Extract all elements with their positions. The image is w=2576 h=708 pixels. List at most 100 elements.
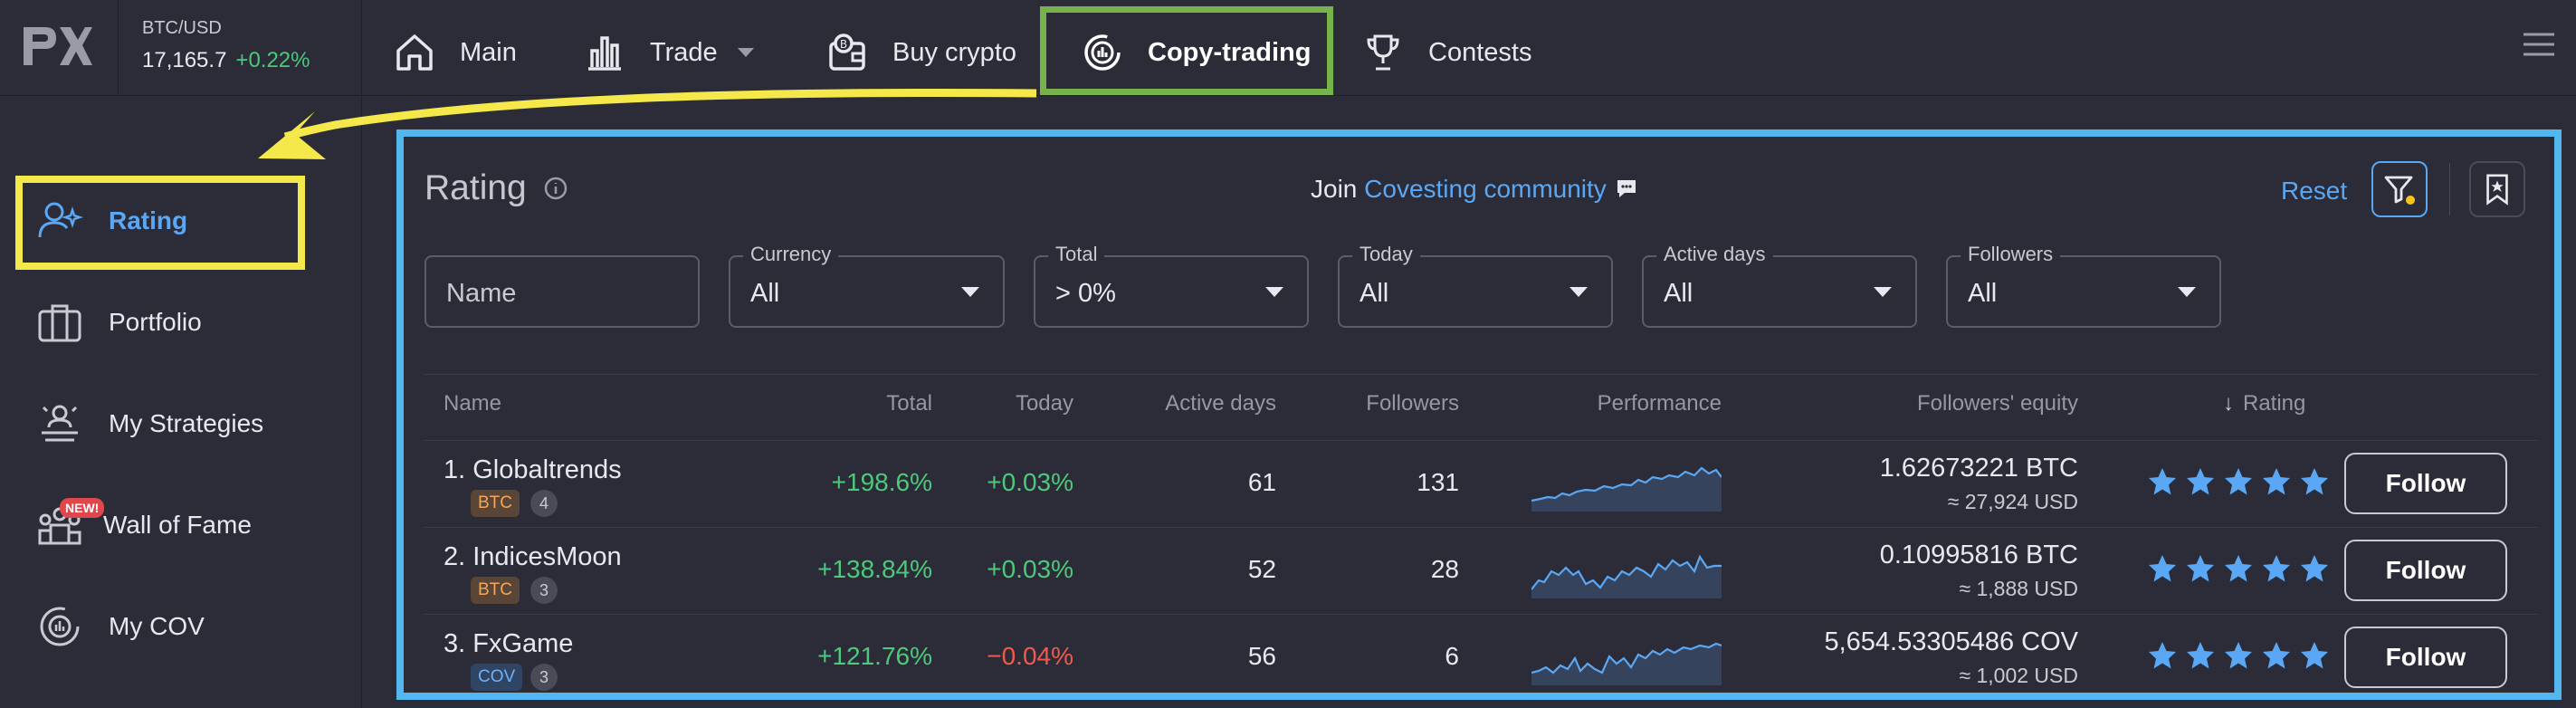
followers-label: Followers bbox=[1961, 243, 2061, 266]
column-header-total[interactable]: Total bbox=[886, 391, 932, 416]
nav-trade[interactable]: Trade bbox=[583, 9, 754, 96]
total-value: > 0% bbox=[1055, 279, 1116, 308]
strategy-name[interactable]: 3. FxGame bbox=[444, 629, 574, 658]
follow-button[interactable]: Follow bbox=[2344, 453, 2507, 514]
sidebar-item-label: Portfolio bbox=[109, 308, 202, 336]
strategy-name[interactable]: 2. IndicesMoon bbox=[444, 542, 622, 571]
today-select[interactable]: Today All bbox=[1338, 243, 1613, 328]
nav-trade-label: Trade bbox=[650, 37, 718, 67]
nav-buy-crypto[interactable]: B Buy crypto bbox=[825, 9, 1016, 96]
active-days-select[interactable]: Active days All bbox=[1642, 243, 1917, 328]
star-icon bbox=[2301, 642, 2328, 669]
column-header-followers[interactable]: Followers bbox=[1366, 391, 1459, 416]
info-icon[interactable] bbox=[543, 176, 568, 201]
star-icon bbox=[2263, 642, 2290, 669]
performance-sparkline bbox=[1531, 642, 1722, 685]
active-days-value: 61 bbox=[1247, 468, 1276, 496]
rating-stars bbox=[2147, 466, 2330, 497]
nav-contests[interactable]: Contests bbox=[1361, 9, 1531, 96]
currency-badge: BTC bbox=[471, 490, 520, 517]
followers-select[interactable]: Followers All bbox=[1946, 243, 2221, 328]
home-icon bbox=[396, 34, 433, 71]
table-row[interactable]: 3. FxGame COV 3 +121.76% −0.04% 56 6 5,654.5330… bbox=[424, 614, 2538, 701]
followers-value: 131 bbox=[1417, 468, 1459, 496]
bookmarks-button[interactable] bbox=[2469, 161, 2525, 217]
covesting-community-link[interactable]: Covesting community bbox=[1364, 175, 1607, 203]
active-days-value: All bbox=[1664, 279, 1693, 308]
currency-value: All bbox=[750, 279, 780, 308]
star-icon bbox=[2187, 642, 2214, 669]
today-value: +0.03% bbox=[987, 468, 1073, 496]
bar-chart-icon bbox=[588, 36, 621, 71]
nav-main[interactable]: Main bbox=[393, 9, 517, 96]
star-icon bbox=[2301, 468, 2328, 495]
column-header-rating-label: Rating bbox=[2243, 391, 2306, 416]
page-title: Rating bbox=[425, 168, 527, 207]
star-icon bbox=[2187, 555, 2214, 582]
name-input[interactable]: Name bbox=[425, 255, 700, 328]
currency-badge: COV bbox=[471, 664, 523, 691]
table-divider bbox=[424, 374, 2538, 375]
wallet-coin-icon: B bbox=[829, 33, 865, 71]
reset-button[interactable]: Reset bbox=[2281, 177, 2348, 205]
star-icon bbox=[2187, 468, 2214, 495]
nav-contests-label: Contests bbox=[1428, 37, 1532, 67]
total-label: Total bbox=[1048, 243, 1105, 266]
followers-value: All bbox=[1968, 279, 1998, 308]
btc-ticker[interactable]: BTC/USD 17,165.7 +0.22% bbox=[118, 0, 362, 96]
menu-icon[interactable] bbox=[2522, 31, 2556, 58]
currency-select[interactable]: Currency All bbox=[729, 243, 1005, 328]
sidebar-item-my-strategies[interactable]: My Strategies bbox=[36, 387, 263, 460]
chevron-down-icon bbox=[1569, 287, 1588, 297]
nav-copy-label: Copy-trading bbox=[1148, 37, 1312, 67]
today-label: Today bbox=[1352, 243, 1420, 266]
join-prefix: Join bbox=[1311, 175, 1358, 203]
active-days-value: 52 bbox=[1247, 555, 1276, 583]
sidebar-item-my-cov[interactable]: My COV bbox=[36, 590, 205, 663]
column-header-active-days[interactable]: Active days bbox=[1165, 391, 1276, 416]
ticker-change: +0.22% bbox=[235, 48, 310, 72]
star-icon bbox=[2263, 555, 2290, 582]
star-icon bbox=[2301, 555, 2328, 582]
table-row[interactable]: 1. Globaltrends BTC 4 +198.6% +0.03% 61 131 1.6… bbox=[424, 440, 2538, 527]
sidebar-item-portfolio[interactable]: Portfolio bbox=[36, 286, 202, 359]
table-row[interactable]: 2. IndicesMoon BTC 3 +138.84% +0.03% 52 28 0.10… bbox=[424, 527, 2538, 614]
currency-badge: BTC bbox=[471, 577, 520, 604]
ticker-price: 17,165.7 bbox=[142, 48, 227, 72]
nav-main-label: Main bbox=[460, 37, 517, 67]
follow-button[interactable]: Follow bbox=[2344, 540, 2507, 601]
follow-button[interactable]: Follow bbox=[2344, 627, 2507, 688]
total-value: +198.6% bbox=[831, 468, 932, 496]
rating-stars bbox=[2147, 553, 2330, 584]
rating-highlight bbox=[15, 176, 305, 270]
sidebar-item-wall-of-fame[interactable]: Wall of Fame NEW! bbox=[36, 489, 252, 561]
primexbt-logo[interactable] bbox=[20, 22, 92, 71]
sidebar-item-label: Rating bbox=[109, 206, 188, 234]
sidebar-item-rating[interactable]: Rating bbox=[36, 185, 187, 257]
column-header-performance: Performance bbox=[1597, 391, 1722, 416]
followers-equity-usd: ≈ 1,888 USD bbox=[1959, 577, 2078, 600]
total-select[interactable]: Total > 0% bbox=[1034, 243, 1309, 328]
sidebar-item-label: My COV bbox=[109, 612, 205, 640]
star-icon bbox=[2225, 555, 2252, 582]
today-value: +0.03% bbox=[987, 555, 1073, 583]
nav-copy-trading[interactable]: Copy-trading bbox=[1081, 9, 1311, 96]
filter-button[interactable] bbox=[2371, 161, 2428, 217]
ticker-pair: BTC/USD bbox=[142, 18, 222, 38]
star-icon bbox=[2225, 468, 2252, 495]
column-header-name[interactable]: Name bbox=[444, 391, 502, 416]
user-star-icon bbox=[38, 202, 83, 238]
column-header-followers-equity[interactable]: Followers' equity bbox=[1917, 391, 2078, 416]
followers-equity: 5,654.53305486 COV bbox=[1824, 627, 2078, 656]
followers-value: 28 bbox=[1430, 555, 1459, 583]
panel-highlight bbox=[396, 129, 2562, 700]
filter-icon bbox=[2384, 176, 2415, 205]
join-community: Join Covesting community bbox=[1311, 175, 1639, 204]
toolbar-divider bbox=[2449, 163, 2450, 215]
column-header-today[interactable]: Today bbox=[1015, 391, 1073, 416]
strategy-name[interactable]: 1. Globaltrends bbox=[444, 455, 622, 484]
column-header-rating[interactable]: ↓ Rating bbox=[2223, 391, 2305, 416]
followers-value: 6 bbox=[1445, 642, 1459, 670]
currency-label: Currency bbox=[743, 243, 839, 266]
copy-trading-icon bbox=[1084, 34, 1121, 71]
